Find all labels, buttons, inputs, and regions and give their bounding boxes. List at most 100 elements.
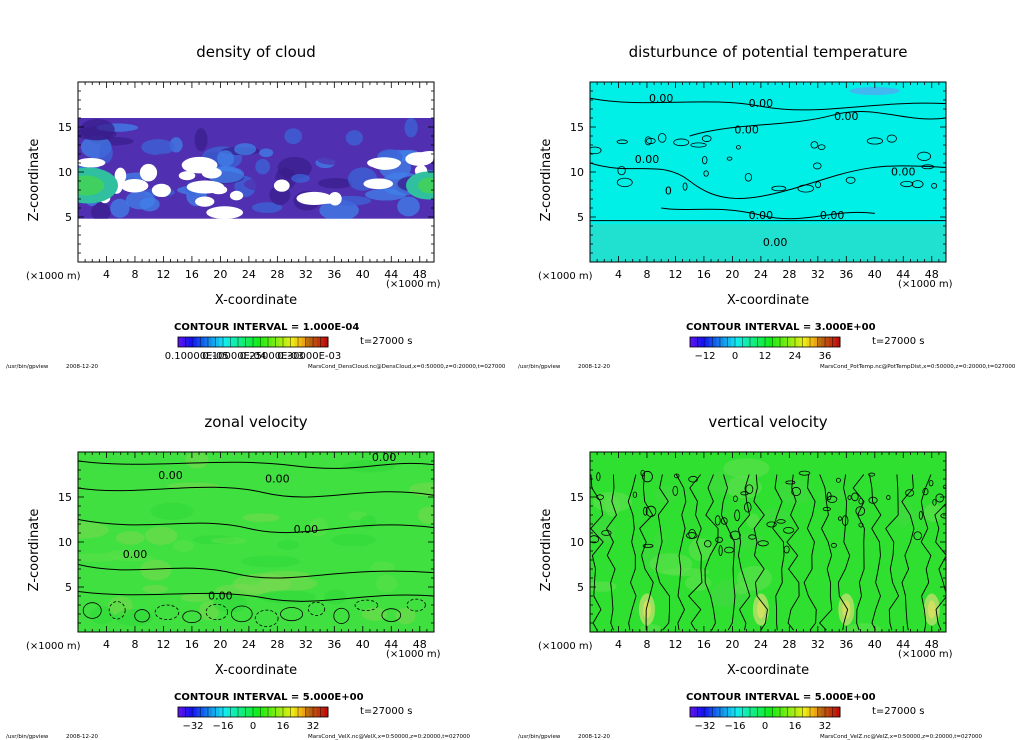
field-blob (150, 502, 194, 520)
field-blob (185, 452, 209, 469)
field-blob (331, 533, 376, 547)
colorbar-cell (738, 707, 743, 717)
colorbar-cell (298, 707, 303, 717)
colorbar-label: 32 (307, 721, 320, 732)
field-blob (923, 503, 943, 522)
clear-region (229, 190, 244, 201)
contour-interval: CONTOUR INTERVAL = 5.000E+00 (174, 692, 364, 703)
colorbar-cell (204, 337, 209, 347)
contour-line (230, 605, 253, 623)
x-tick-label: 12 (668, 268, 682, 281)
colorbar-cell (828, 707, 833, 717)
colorbar-cell (716, 337, 721, 347)
contour-line (841, 515, 849, 526)
colorbar-cell (294, 337, 299, 347)
colorbar-cell (286, 337, 291, 347)
colorbar-cell (204, 707, 209, 717)
colorbar-cell (298, 337, 303, 347)
field-blob (78, 521, 109, 539)
colorbar-cell (720, 707, 725, 717)
colorbar-cell (776, 337, 781, 347)
contour-label: 0.00 (208, 590, 233, 603)
time-label: t=27000 s (360, 336, 413, 347)
field-blob (194, 128, 208, 152)
field-blob (173, 540, 195, 553)
colorbar-cell (836, 707, 841, 717)
contour-line (701, 135, 712, 142)
x-tick-label: 36 (327, 268, 341, 281)
field-blob (90, 606, 115, 625)
colorbar-cell (798, 337, 803, 347)
field-blob (78, 553, 122, 562)
contour-line (744, 172, 753, 182)
colorbar-frame (177, 706, 329, 718)
colorbar-cell (813, 337, 818, 347)
chart-panel-2: disturbunce of potential temperature 0.00… (518, 43, 1016, 370)
contour-line (931, 183, 938, 189)
field-blob (277, 540, 300, 550)
colorbar-cell (185, 337, 190, 347)
colorbar-cell (301, 707, 306, 717)
y-tick-label: 5 (65, 581, 72, 594)
colorbar-label: 0.10000E-05 (165, 351, 229, 362)
x-tick-label: 40 (356, 638, 370, 651)
contour-line (644, 136, 652, 146)
y-tick-label: 5 (65, 211, 72, 224)
y-tick-label: 15 (570, 121, 584, 134)
contour-label: 0.00 (834, 110, 859, 123)
colorbar-cell (701, 337, 706, 347)
colorbar-cell (268, 707, 273, 717)
field-blob (318, 177, 353, 189)
field-blob (778, 479, 814, 504)
contour-line (868, 496, 878, 504)
colorbar-cell (320, 337, 325, 347)
field-blob (79, 119, 115, 141)
field-blob (418, 177, 434, 194)
colorbar-cell (802, 337, 807, 347)
contour-line (783, 526, 795, 534)
colorbar-cell (817, 707, 822, 717)
field-blob (895, 499, 912, 528)
contour-line (734, 509, 741, 522)
x-tick-label: 16 (185, 268, 199, 281)
x-tick-label: 12 (156, 268, 170, 281)
x-tick-label: 16 (185, 638, 199, 651)
x-tick-label: 28 (270, 638, 284, 651)
field-blob (125, 190, 156, 210)
x-tick-label: 4 (103, 638, 110, 651)
x-tick-label: 40 (868, 638, 882, 651)
field-blob (215, 129, 229, 143)
footer-file: MarsCond_VelZ.nc@VelZ,x=0:50000,z=0:2000… (820, 734, 983, 740)
field-blob (927, 600, 936, 619)
x-tick-label: 12 (668, 638, 682, 651)
clear-region (405, 152, 434, 166)
contour-line (182, 610, 202, 624)
plot-area (78, 82, 434, 262)
colorbar-label: 36 (819, 351, 832, 362)
contour-interval: CONTOUR INTERVAL = 5.000E+00 (686, 692, 876, 703)
colorbar-cell (810, 707, 815, 717)
clear-region (186, 180, 225, 194)
colorbar-cell (245, 707, 250, 717)
colorbar-cell (260, 337, 265, 347)
contour-line (643, 506, 648, 516)
colorbar-cell (746, 707, 751, 717)
colorbar-cell (716, 707, 721, 717)
colorbar-cell (290, 337, 295, 347)
contour-line (772, 474, 785, 631)
colorbar-label: −12 (694, 351, 715, 362)
contour-line (673, 138, 690, 147)
clear-region (206, 206, 244, 219)
field-blob (291, 173, 310, 183)
x-tick-label: 32 (299, 268, 313, 281)
colorbar-cell (750, 707, 755, 717)
contour-line (661, 207, 875, 220)
colorbar-cell (821, 707, 826, 717)
field-blob (649, 553, 693, 575)
contour-line (922, 487, 929, 496)
contour-line (655, 474, 670, 631)
field-blob (311, 139, 329, 159)
colorbar-cell (757, 707, 762, 717)
contour-line (596, 472, 601, 482)
x-tick-label: 48 (413, 638, 427, 651)
